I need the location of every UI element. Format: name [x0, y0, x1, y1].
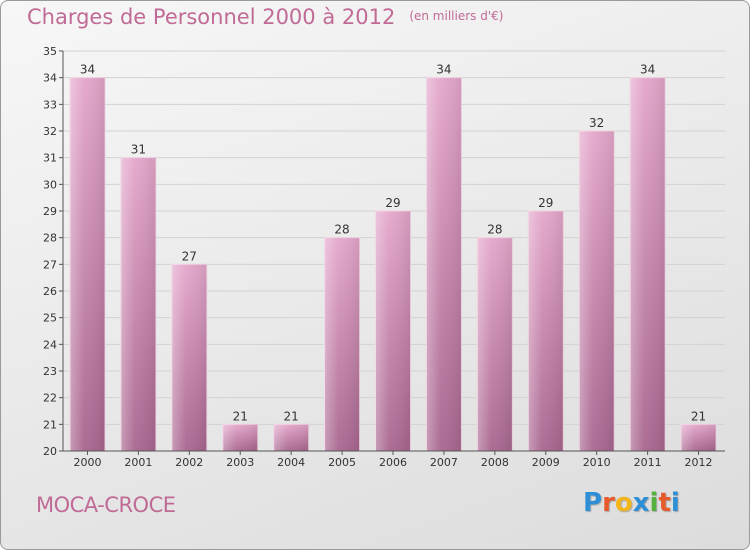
bar-shine: [120, 157, 156, 451]
y-tick-label: 21: [43, 418, 57, 431]
y-tick-label: 26: [43, 285, 57, 298]
x-tick-label: 2008: [481, 456, 509, 469]
data-label: 31: [131, 143, 146, 157]
x-tick-label: 2011: [634, 456, 662, 469]
x-tick-label: 2003: [226, 456, 254, 469]
x-tick-label: 2005: [328, 456, 356, 469]
x-tick-label: 2012: [685, 456, 713, 469]
data-label: 34: [436, 63, 451, 77]
y-tick-label: 27: [43, 258, 57, 271]
bar-shine: [69, 77, 105, 452]
x-tick-label: 2009: [532, 456, 560, 469]
logo-letter: i: [649, 488, 659, 518]
x-tick-label: 2001: [124, 456, 152, 469]
y-tick-label: 34: [43, 72, 57, 85]
bar-shine: [171, 264, 207, 451]
town-name: MOCA-CROCE: [36, 493, 176, 517]
bar-shine: [426, 77, 462, 452]
y-tick-label: 32: [43, 125, 57, 138]
data-label: 21: [233, 409, 248, 423]
data-label: 32: [589, 116, 604, 130]
logo-letter: r: [602, 488, 615, 518]
chart-subtitle: (en milliers d'€): [409, 9, 504, 23]
bar-shine: [273, 424, 309, 451]
logo-letter: t: [658, 488, 671, 518]
logo-letter: P: [583, 488, 603, 518]
y-tick-label: 33: [43, 98, 57, 111]
y-tick-label: 35: [43, 45, 57, 58]
bars: [69, 77, 717, 452]
data-label: 28: [487, 223, 502, 237]
data-label: 21: [691, 409, 706, 423]
y-tick-label: 30: [43, 178, 57, 191]
bar-shine: [477, 237, 513, 451]
bar-shine: [630, 77, 666, 452]
proxiti-logo[interactable]: Proxiti: [583, 488, 680, 518]
title-text: Charges de Personnel 2000 à 2012: [27, 5, 396, 29]
y-tick-label: 29: [43, 205, 57, 218]
axes: 20 21 22 23 24 25 26 27 28 29 30 31 32 33 34 35 2000 2001…: [43, 45, 725, 469]
logo-letter: x: [632, 488, 650, 518]
bar-shine: [528, 211, 564, 451]
data-label: 34: [640, 63, 655, 77]
y-tick-label: 20: [43, 445, 57, 458]
y-tick-label: 31: [43, 152, 57, 165]
data-label: 34: [80, 63, 95, 77]
x-tick-label: 2007: [430, 456, 458, 469]
data-label: 29: [538, 196, 553, 210]
y-tick-label: 22: [43, 392, 57, 405]
bar-shine: [222, 424, 258, 451]
bar-shine: [375, 211, 411, 451]
chart-title: Charges de Personnel 2000 à 2012 (en mill…: [27, 5, 503, 29]
data-label: 27: [182, 249, 197, 263]
x-tick-label: 2004: [277, 456, 305, 469]
y-tick-label: 28: [43, 232, 57, 245]
bar-shine: [324, 237, 360, 451]
logo-letter: o: [614, 488, 633, 518]
data-labels: 34 31 27 21 21 28 29 34 28 29 32 34 21: [80, 63, 706, 424]
data-label: 28: [334, 223, 349, 237]
y-tick-label: 25: [43, 312, 57, 325]
bar-shine: [579, 131, 615, 451]
y-tick-label: 24: [43, 338, 57, 351]
data-label: 21: [284, 409, 299, 423]
x-tick-label: 2006: [379, 456, 407, 469]
x-tick-label: 2010: [583, 456, 611, 469]
x-tick-label: 2000: [73, 456, 101, 469]
y-tick-label: 23: [43, 365, 57, 378]
logo-letter: i: [670, 488, 680, 518]
bar-shine: [681, 424, 717, 451]
data-label: 29: [385, 196, 400, 210]
x-tick-label: 2002: [175, 456, 203, 469]
